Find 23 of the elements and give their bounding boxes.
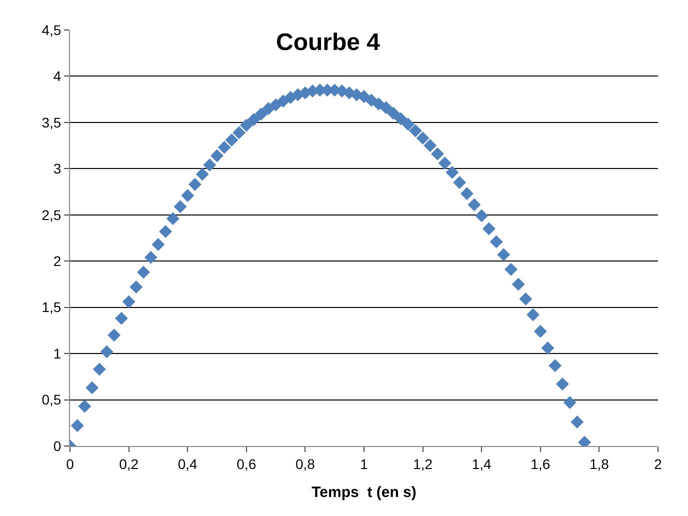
x-tick-label: 0,6 [236,456,256,472]
x-tick-label: 0 [66,456,74,472]
y-tick-label: 1,5 [42,299,62,316]
y-tick-label: 4 [53,68,62,84]
y-tick-label: 3,5 [42,114,62,130]
x-tick-label: 0,4 [178,456,198,472]
y-tick-label: 4,5 [42,22,62,38]
x-tick-label: 0,2 [119,456,139,472]
x-tick-label: 1 [360,456,368,472]
x-tick-label: 0,8 [295,456,316,472]
x-tick-label: 1,8 [589,456,610,472]
chart-title: Courbe 4 [276,29,381,56]
y-tick-label: 2 [53,253,62,270]
x-tick-label: 1,6 [530,456,550,472]
y-tick-label: 1 [53,345,62,362]
x-tick-label: 1,4 [472,456,492,472]
y-tick-label: 2,5 [42,206,62,223]
x-tick-label: 2 [654,456,662,472]
x-tick-label: 1,2 [413,456,433,472]
y-tick-label: 3 [53,160,62,177]
y-tick-label: 0 [53,438,62,454]
x-axis-title: Temps t (en s) [312,484,416,501]
y-tick-label: 0,5 [42,392,62,408]
